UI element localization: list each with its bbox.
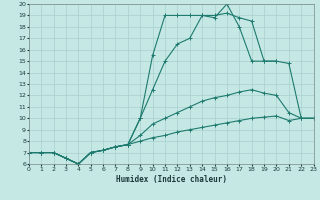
X-axis label: Humidex (Indice chaleur): Humidex (Indice chaleur) xyxy=(116,175,227,184)
